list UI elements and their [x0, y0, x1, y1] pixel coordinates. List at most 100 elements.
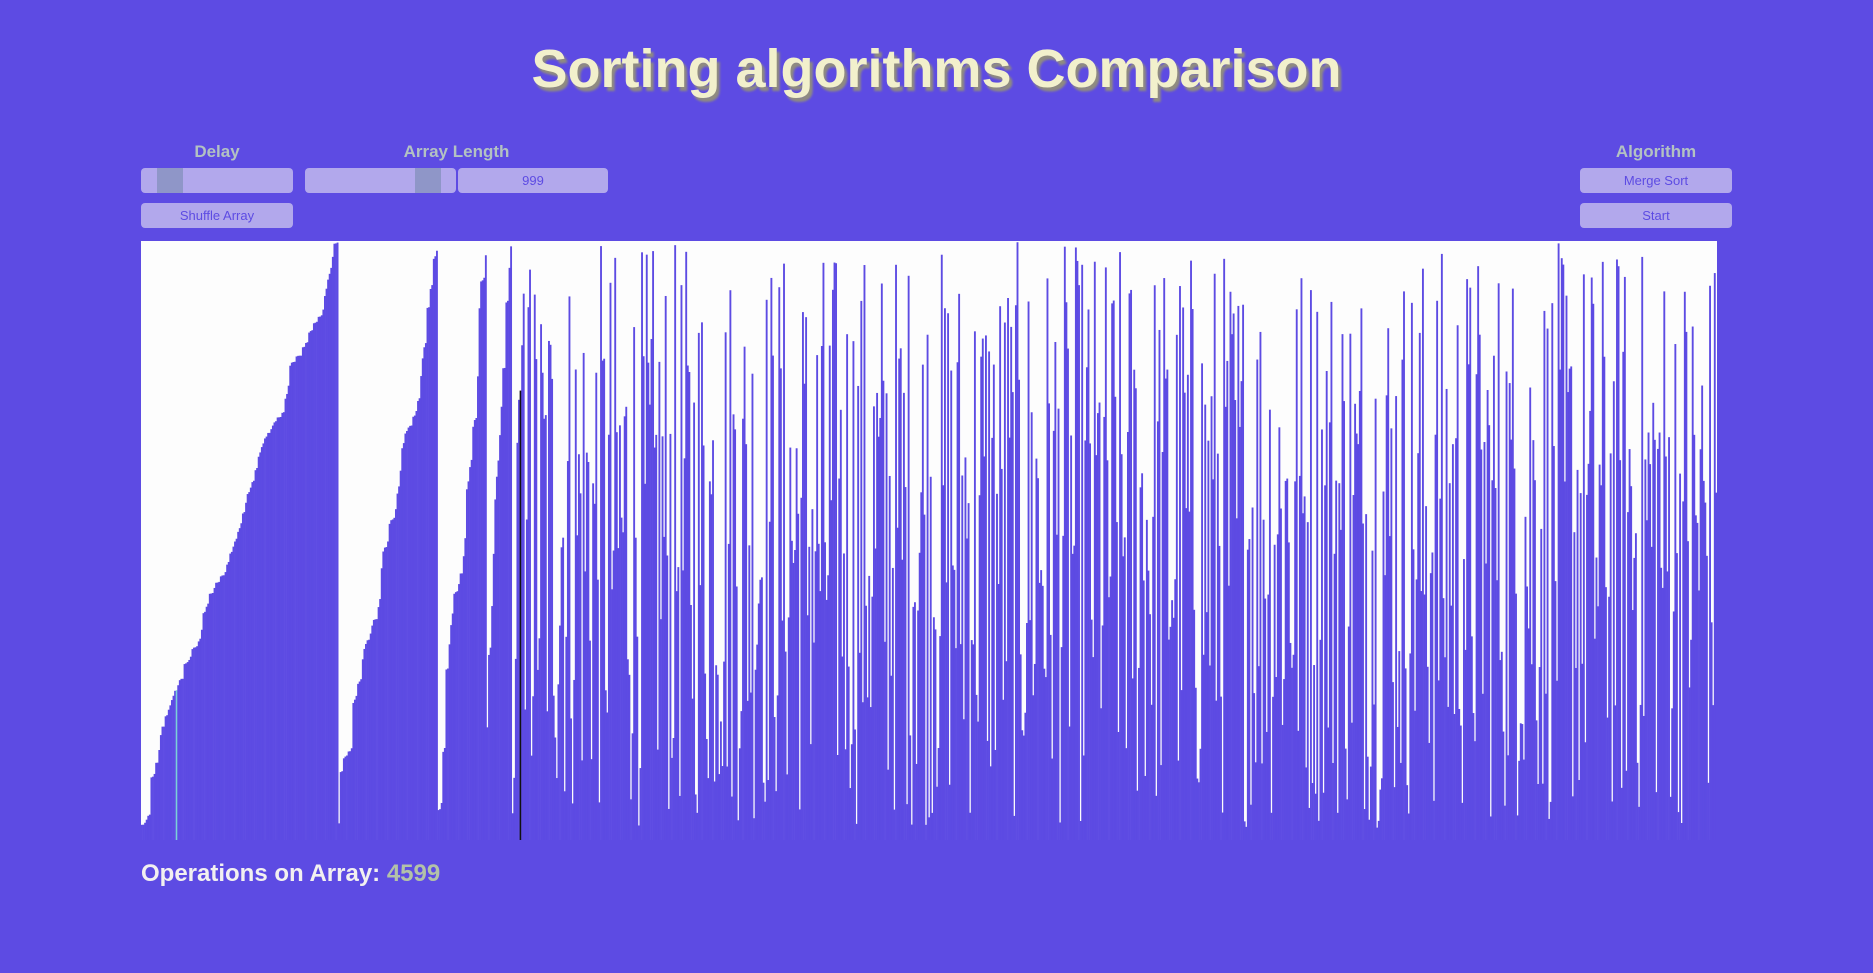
- array-bar: [1160, 765, 1162, 840]
- array-bar: [394, 509, 397, 840]
- array-visualization: [141, 241, 1717, 840]
- array-bar: [1549, 801, 1552, 840]
- array-bar: [1232, 313, 1235, 840]
- array-bar: [1447, 706, 1450, 840]
- array-bar: [904, 487, 907, 840]
- array-bar: [1601, 261, 1604, 840]
- array-bar: [420, 376, 423, 840]
- delay-slider[interactable]: [141, 168, 293, 193]
- array-bar: [152, 776, 154, 840]
- array-bar: [148, 814, 151, 840]
- array-bar: [1262, 519, 1265, 840]
- array-bar: [1267, 594, 1270, 840]
- array-bar: [1472, 713, 1475, 840]
- array-bar: [601, 360, 604, 840]
- array-bar: [991, 437, 994, 840]
- algorithm-select[interactable]: Merge Sort: [1580, 168, 1732, 193]
- array-bar: [1191, 309, 1194, 840]
- array-bar: [1068, 726, 1071, 840]
- array-bar: [303, 346, 306, 840]
- array-bar: [768, 521, 771, 840]
- array-bar: [1368, 819, 1371, 840]
- array-length-slider[interactable]: [305, 168, 456, 193]
- array-bar: [494, 499, 497, 840]
- array-bar: [1161, 451, 1164, 840]
- array-bar: [502, 368, 505, 840]
- array-bar: [1111, 303, 1114, 840]
- array-bar: [1546, 328, 1549, 840]
- array-bar: [1535, 720, 1538, 840]
- array-bar: [1556, 680, 1558, 840]
- array-bar: [1404, 668, 1407, 840]
- array-length-input[interactable]: 999: [458, 168, 608, 193]
- array-bar: [1527, 628, 1530, 840]
- array-bar: [1327, 727, 1330, 840]
- array-bar: [713, 781, 716, 840]
- array-bar: [230, 551, 233, 840]
- array-bar: [297, 355, 300, 840]
- array-bar: [368, 639, 371, 840]
- array-bar: [702, 445, 705, 840]
- array-bar: [568, 296, 571, 840]
- array-bar: [1559, 369, 1562, 840]
- delay-slider-thumb[interactable]: [157, 168, 184, 193]
- array-bar: [505, 302, 508, 840]
- array-bar: [1494, 488, 1497, 840]
- array-bar: [921, 364, 924, 840]
- array-bar: [1644, 459, 1647, 840]
- array-bar: [596, 579, 599, 840]
- array-bar: [1459, 725, 1462, 840]
- array-bar: [849, 788, 852, 840]
- array-bar: [1040, 570, 1043, 840]
- array-bar: [1019, 654, 1022, 840]
- array-bar: [1418, 332, 1421, 840]
- array-bar: [1630, 486, 1633, 840]
- array-bar: [1451, 444, 1454, 840]
- array-bar: [1235, 518, 1238, 840]
- array-bar: [1276, 534, 1279, 840]
- array-bar: [197, 641, 200, 840]
- array-bar: [499, 435, 501, 840]
- array-bar: [1691, 326, 1694, 840]
- array-bar: [1000, 468, 1003, 840]
- array-bar: [1715, 492, 1717, 840]
- array-bar: [1390, 428, 1393, 840]
- array-bar: [1098, 402, 1101, 840]
- start-button[interactable]: Start: [1580, 203, 1732, 228]
- array-bar: [488, 654, 490, 840]
- array-bar: [1502, 731, 1505, 840]
- array-bar: [467, 481, 470, 840]
- array-length-label: Array Length: [403, 142, 510, 161]
- array-bar: [346, 755, 348, 840]
- operations-count: 4599: [386, 860, 441, 887]
- operations-label: Operations on Array:: [141, 860, 381, 887]
- shuffle-array-button[interactable]: Shuffle Array: [141, 203, 293, 228]
- array-bar: [734, 429, 737, 840]
- array-bar: [503, 367, 506, 840]
- array-bar: [1696, 522, 1699, 840]
- array-length-slider-thumb[interactable]: [415, 168, 441, 193]
- array-bar: [1278, 427, 1281, 840]
- array-bar: [1373, 704, 1375, 840]
- array-bar: [953, 569, 956, 840]
- array-bar: [1164, 378, 1167, 840]
- array-bar: [1655, 792, 1658, 840]
- array-bar: [1057, 408, 1060, 840]
- array-bar: [275, 421, 277, 840]
- array-bar: [1120, 454, 1123, 840]
- array-bar: [1663, 291, 1666, 840]
- array-bar: [196, 646, 199, 840]
- array-bar: [1589, 410, 1592, 840]
- array-bar: [1021, 730, 1024, 840]
- array-bar: [458, 584, 460, 840]
- array-bar: [1243, 821, 1246, 840]
- array-bar: [396, 493, 399, 840]
- array-bar: [729, 290, 732, 840]
- array-bar: [459, 573, 462, 840]
- array-bar: [639, 768, 642, 840]
- array-bar: [901, 559, 904, 840]
- array-bar: [577, 454, 580, 840]
- array-bar: [1450, 605, 1453, 840]
- array-bar: [1582, 274, 1585, 840]
- array-bar: [1429, 573, 1432, 840]
